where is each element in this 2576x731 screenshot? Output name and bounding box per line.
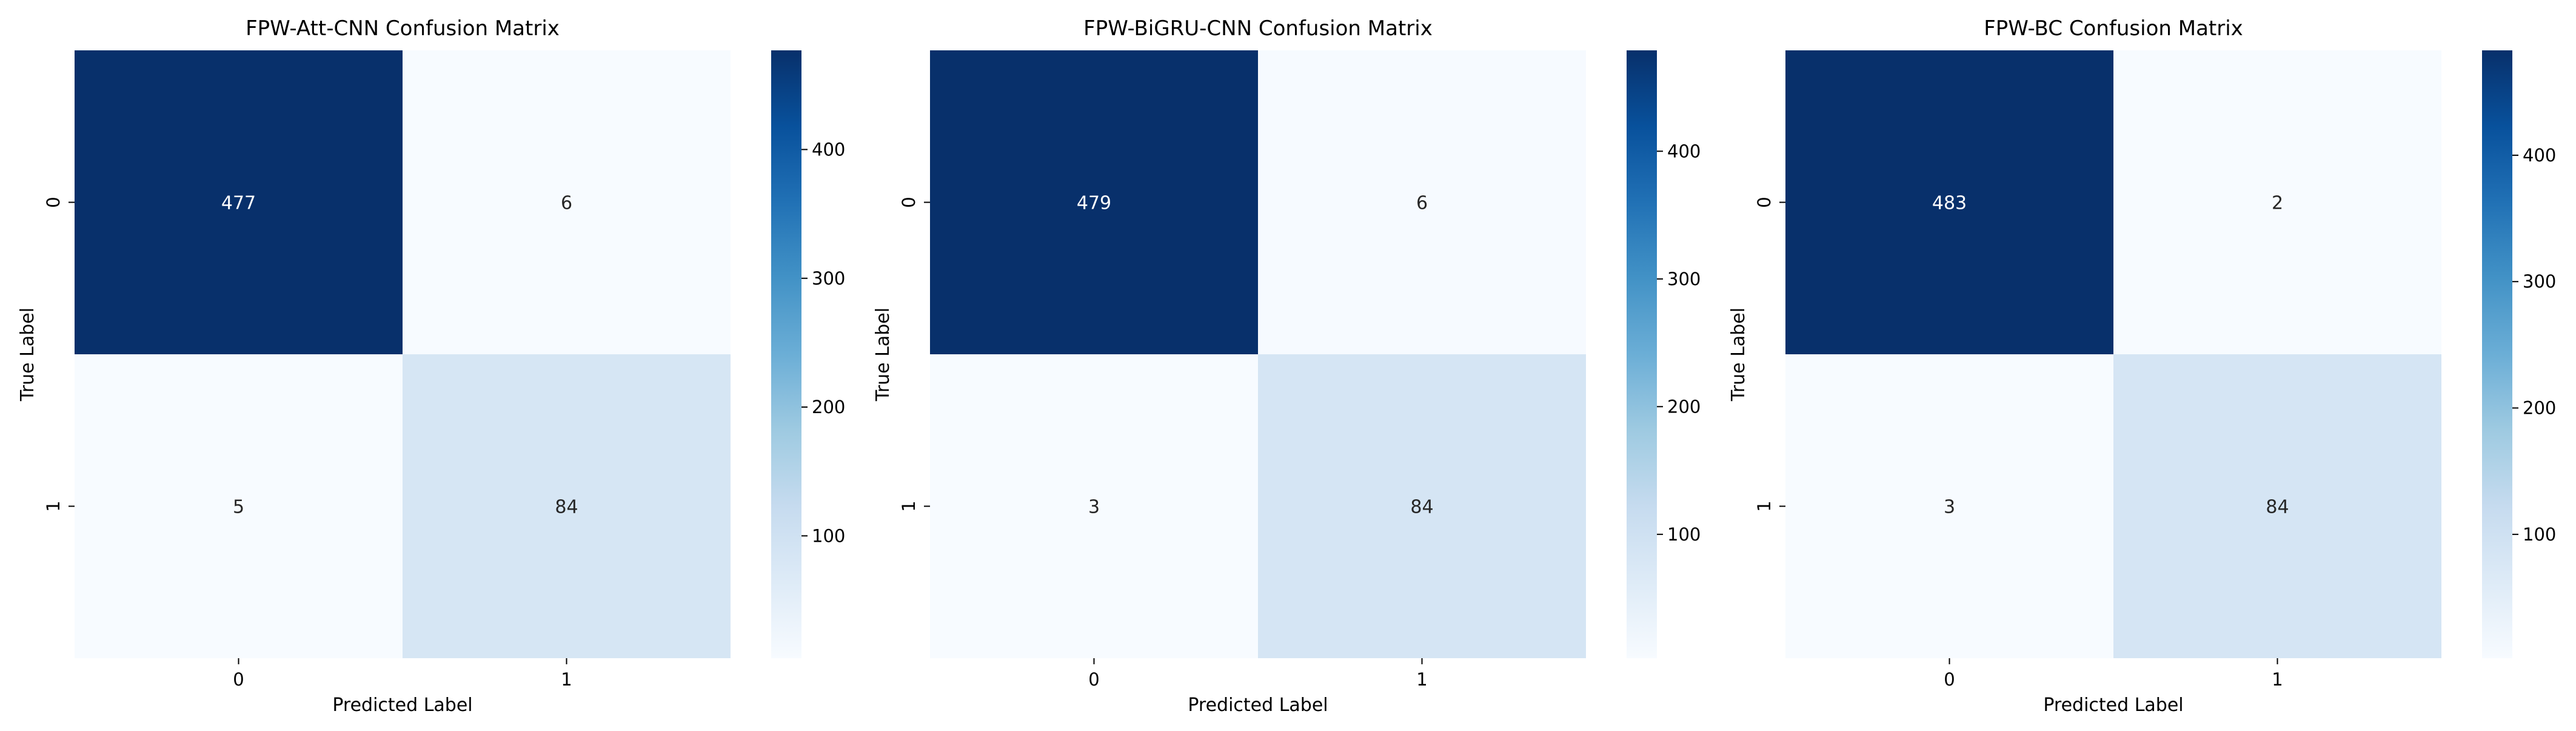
heatmap-cell-0-0 bbox=[1785, 50, 2113, 354]
heatmap-cell-1-1 bbox=[1258, 354, 1586, 658]
colorbar-tick-label: 100 bbox=[812, 525, 845, 546]
colorbar-tick-label: 300 bbox=[1667, 269, 1701, 289]
cell-value-label: 3 bbox=[1944, 497, 1955, 518]
heatmap-cell-0-1 bbox=[403, 50, 731, 354]
confusion-matrix-panel-1: FPW-Att-CNN Confusion Matrix 477 6 5 84 0 1 Pre… bbox=[17, 16, 845, 716]
y-tick-label: 1 bbox=[898, 500, 919, 511]
x-tick-label: 0 bbox=[1088, 669, 1099, 690]
cell-value-label: 6 bbox=[1416, 193, 1428, 214]
colorbar-tick-label: 400 bbox=[812, 139, 845, 160]
colorbar-tick-label: 100 bbox=[2523, 524, 2556, 545]
y-axis-label: True Label bbox=[17, 308, 38, 402]
cell-value-label: 2 bbox=[2272, 193, 2283, 214]
cell-value-label: 6 bbox=[561, 193, 572, 214]
colorbar-tick-label: 400 bbox=[2523, 145, 2556, 166]
cell-value-label: 84 bbox=[1410, 497, 1433, 518]
heatmap-cell-0-0 bbox=[75, 50, 403, 354]
cell-value-label: 84 bbox=[555, 497, 578, 518]
x-axis-label: Predicted Label bbox=[2043, 695, 2183, 716]
colorbar-tick-label: 200 bbox=[812, 397, 845, 417]
x-tick-label: 1 bbox=[561, 669, 572, 690]
cell-value-label: 5 bbox=[233, 497, 244, 518]
heatmap-cell-1-0 bbox=[930, 354, 1258, 658]
x-axis-label: Predicted Label bbox=[332, 695, 472, 716]
heatmap-cell-1-0 bbox=[1785, 354, 2113, 658]
colorbar bbox=[771, 50, 801, 658]
chart-title: FPW-Att-CNN Confusion Matrix bbox=[246, 16, 560, 41]
panels: FPW-Att-CNN Confusion Matrix 477 6 5 84 0 1 Pre… bbox=[17, 16, 2556, 716]
y-tick-label: 0 bbox=[898, 197, 919, 207]
cell-value-label: 483 bbox=[1932, 193, 1967, 214]
heatmap-cell-1-1 bbox=[2113, 354, 2441, 658]
heatmap-cell-1-0 bbox=[75, 354, 403, 658]
x-axis-label: Predicted Label bbox=[1188, 695, 1328, 716]
heatmap-cell-0-0 bbox=[930, 50, 1258, 354]
confusion-matrix-panel-3: FPW-BC Confusion Matrix 483 2 3 84 0 1 Predicte… bbox=[1728, 16, 2556, 716]
colorbar-tick-label: 200 bbox=[1667, 396, 1701, 417]
colorbar-tick-label: 200 bbox=[2523, 398, 2556, 419]
colorbar-tick-label: 300 bbox=[812, 268, 845, 289]
colorbar bbox=[2482, 50, 2512, 658]
colorbar-tick-label: 400 bbox=[1667, 141, 1701, 161]
colorbar-tick-label: 300 bbox=[2523, 271, 2556, 292]
chart-title: FPW-BC Confusion Matrix bbox=[1984, 16, 2243, 41]
chart-title: FPW-BiGRU-CNN Confusion Matrix bbox=[1083, 16, 1433, 41]
heatmap-cell-0-1 bbox=[2113, 50, 2441, 354]
cell-value-label: 3 bbox=[1088, 497, 1100, 518]
y-tick-label: 1 bbox=[1754, 500, 1775, 511]
y-axis-label: True Label bbox=[1728, 308, 1749, 402]
y-tick-label: 0 bbox=[43, 197, 64, 207]
colorbar bbox=[1627, 50, 1657, 658]
x-tick-label: 0 bbox=[1944, 669, 1955, 690]
y-tick-label: 0 bbox=[1754, 197, 1775, 207]
heatmap-cell-1-1 bbox=[403, 354, 731, 658]
cell-value-label: 84 bbox=[2266, 497, 2289, 518]
y-tick-label: 1 bbox=[43, 500, 64, 511]
colorbar-tick-label: 100 bbox=[1667, 524, 1701, 545]
cell-value-label: 477 bbox=[221, 193, 256, 214]
y-axis-label: True Label bbox=[872, 308, 894, 402]
x-tick-label: 1 bbox=[2272, 669, 2283, 690]
x-tick-label: 1 bbox=[1416, 669, 1427, 690]
x-tick-label: 0 bbox=[233, 669, 244, 690]
heatmap-cell-0-1 bbox=[1258, 50, 1586, 354]
confusion-matrix-panel-2: FPW-BiGRU-CNN Confusion Matrix 479 6 3 84 0 1 P… bbox=[872, 16, 1701, 716]
cell-value-label: 479 bbox=[1077, 193, 1111, 214]
